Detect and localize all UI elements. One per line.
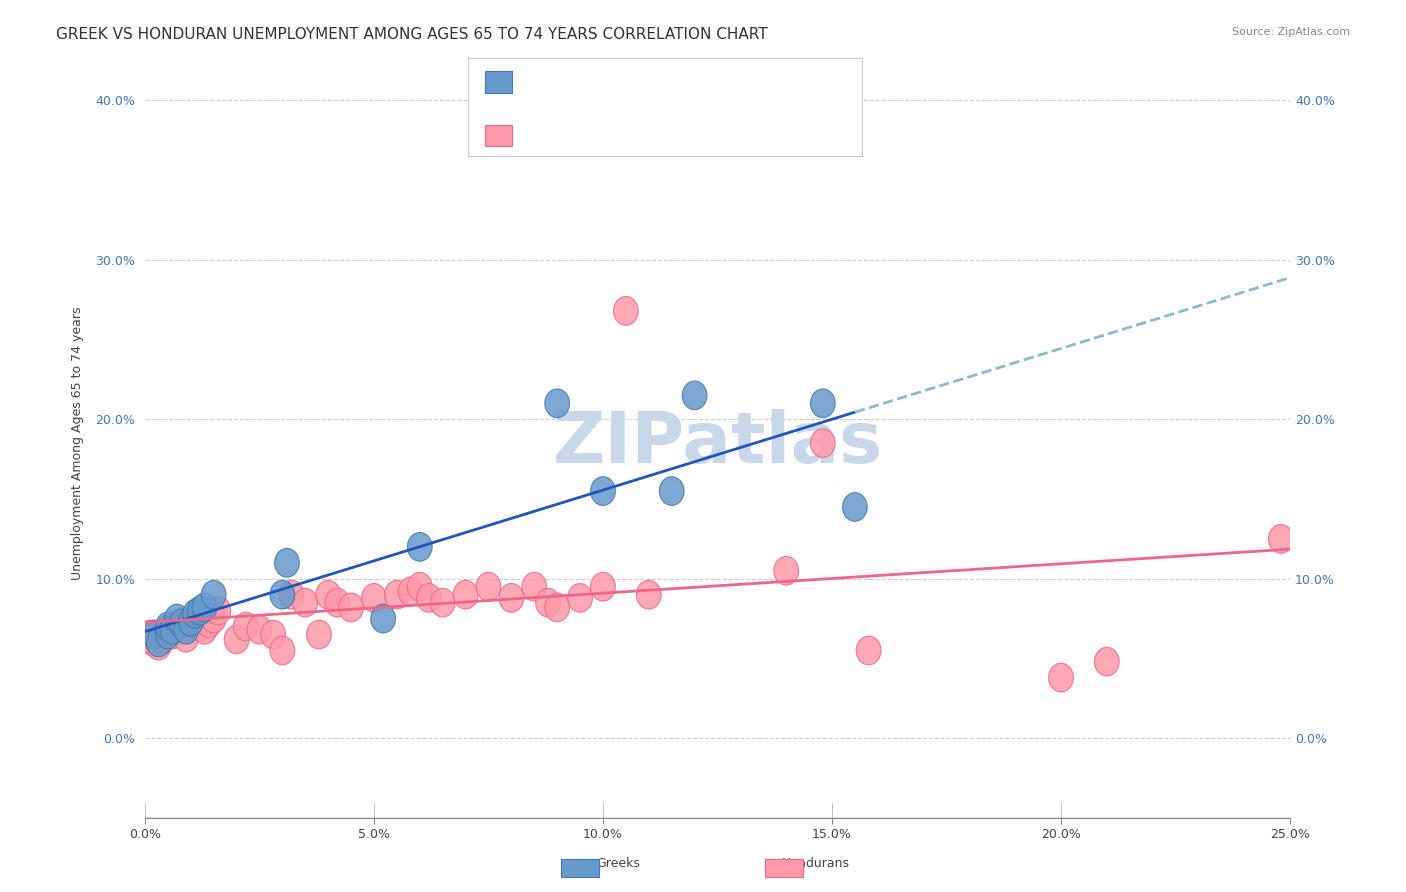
Ellipse shape (292, 589, 318, 617)
Ellipse shape (183, 604, 208, 633)
Ellipse shape (224, 625, 249, 654)
Ellipse shape (142, 620, 166, 648)
Ellipse shape (174, 615, 198, 644)
Ellipse shape (187, 596, 212, 625)
Text: R = 0.722: R = 0.722 (517, 83, 586, 97)
Ellipse shape (1049, 664, 1073, 692)
Ellipse shape (477, 573, 501, 601)
Ellipse shape (156, 620, 180, 648)
Ellipse shape (568, 583, 592, 612)
Ellipse shape (247, 615, 271, 644)
Ellipse shape (165, 604, 190, 633)
Ellipse shape (138, 620, 162, 648)
Ellipse shape (430, 589, 456, 617)
Text: N = 49: N = 49 (644, 140, 692, 154)
Ellipse shape (408, 573, 432, 601)
Ellipse shape (544, 389, 569, 417)
Ellipse shape (169, 609, 194, 638)
Ellipse shape (150, 625, 176, 654)
Ellipse shape (169, 615, 194, 644)
Ellipse shape (544, 593, 569, 622)
Ellipse shape (160, 620, 184, 648)
Ellipse shape (307, 620, 332, 648)
Ellipse shape (270, 581, 295, 609)
Ellipse shape (201, 604, 226, 633)
Ellipse shape (205, 596, 231, 625)
Ellipse shape (183, 599, 208, 628)
Ellipse shape (499, 583, 524, 612)
Ellipse shape (142, 628, 166, 657)
Text: Source: ZipAtlas.com: Source: ZipAtlas.com (1232, 27, 1350, 37)
Ellipse shape (156, 615, 180, 644)
Ellipse shape (270, 636, 295, 665)
Ellipse shape (810, 429, 835, 458)
Ellipse shape (339, 593, 363, 622)
Ellipse shape (416, 583, 441, 612)
Ellipse shape (262, 620, 285, 648)
Ellipse shape (156, 612, 180, 641)
Ellipse shape (146, 628, 172, 657)
Ellipse shape (146, 632, 172, 660)
Ellipse shape (810, 389, 835, 417)
Text: R = 0.245: R = 0.245 (517, 140, 586, 154)
Ellipse shape (179, 607, 202, 636)
Ellipse shape (398, 577, 423, 606)
Ellipse shape (591, 573, 616, 601)
Ellipse shape (1268, 524, 1294, 553)
Ellipse shape (165, 612, 190, 641)
Ellipse shape (856, 636, 882, 665)
Ellipse shape (591, 476, 616, 506)
Ellipse shape (179, 609, 202, 638)
Ellipse shape (193, 615, 217, 644)
Ellipse shape (325, 589, 350, 617)
Ellipse shape (773, 557, 799, 585)
Ellipse shape (453, 581, 478, 609)
Ellipse shape (522, 573, 547, 601)
Ellipse shape (174, 624, 198, 652)
Text: ZIPatlas: ZIPatlas (553, 409, 883, 478)
Y-axis label: Unemployment Among Ages 65 to 74 years: Unemployment Among Ages 65 to 74 years (72, 307, 84, 580)
Ellipse shape (682, 381, 707, 409)
Ellipse shape (274, 549, 299, 577)
Text: Greeks: Greeks (596, 856, 641, 870)
Ellipse shape (613, 296, 638, 326)
Ellipse shape (536, 589, 561, 617)
Ellipse shape (842, 492, 868, 521)
Ellipse shape (371, 604, 395, 633)
Ellipse shape (280, 581, 304, 609)
Ellipse shape (659, 476, 685, 506)
Ellipse shape (361, 583, 387, 612)
Ellipse shape (187, 612, 212, 641)
Ellipse shape (1094, 648, 1119, 676)
Ellipse shape (201, 581, 226, 609)
Ellipse shape (160, 615, 184, 644)
Text: GREEK VS HONDURAN UNEMPLOYMENT AMONG AGES 65 TO 74 YEARS CORRELATION CHART: GREEK VS HONDURAN UNEMPLOYMENT AMONG AGE… (56, 27, 768, 42)
Text: N = 23: N = 23 (644, 83, 692, 97)
Ellipse shape (384, 581, 409, 609)
Ellipse shape (197, 609, 221, 638)
Ellipse shape (408, 533, 432, 561)
Ellipse shape (316, 581, 340, 609)
Text: Hondurans: Hondurans (782, 856, 849, 870)
Ellipse shape (193, 593, 217, 622)
Ellipse shape (233, 612, 259, 641)
Ellipse shape (637, 581, 661, 609)
